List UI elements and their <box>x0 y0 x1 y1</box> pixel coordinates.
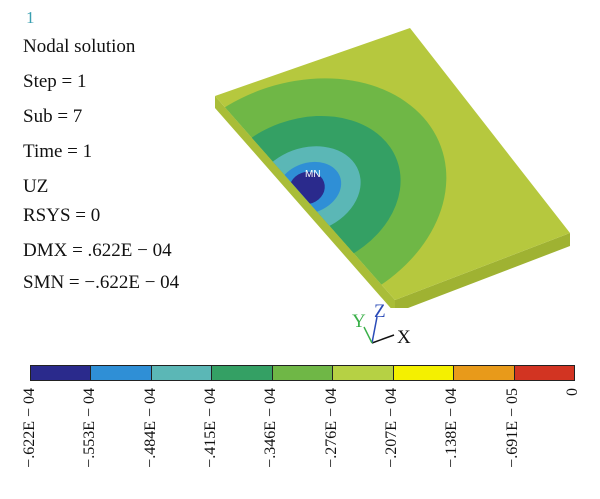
contour-legend-bar <box>30 365 575 381</box>
legend-swatch-7 <box>393 366 455 380</box>
legend-tick-label: −.553E − 04 <box>81 388 99 468</box>
legend-swatch-5 <box>272 366 334 380</box>
legend-swatch-3 <box>151 366 213 380</box>
result-title: Nodal solution <box>23 36 136 57</box>
coordinate-triad: Y Z X <box>350 301 420 350</box>
legend-swatch-8 <box>454 366 515 380</box>
legend-swatch-4 <box>212 366 273 380</box>
axis-z-label: Z <box>374 301 386 322</box>
legend-tick-label: −.207E − 04 <box>383 388 400 468</box>
legend-tick-label: −.691E − 05 <box>503 388 521 468</box>
legend-swatch-9 <box>514 366 574 380</box>
legend-tick-label: −.346E − 04 <box>262 388 280 468</box>
legend-tick-label: −.622E − 04 <box>21 388 38 468</box>
legend-swatch-1 <box>31 366 92 380</box>
dmx-label: DMX = .622E − 04 <box>23 240 172 261</box>
time-label: Time = 1 <box>23 141 93 162</box>
legend-tick-label: −.415E − 04 <box>202 388 219 468</box>
legend-tick-label: −.484E − 04 <box>141 388 159 468</box>
legend-tick-label: −.276E − 04 <box>322 388 340 468</box>
axis-x-label: X <box>397 327 411 348</box>
plate-front-face <box>395 233 570 308</box>
legend-tick-label: −.138E − 04 <box>443 388 461 468</box>
smn-label: SMN = −.622E − 04 <box>23 272 180 293</box>
axis-y-label: Y <box>352 311 366 332</box>
legend-tick-label: 0 <box>564 388 581 396</box>
legend-swatch-2 <box>91 366 152 380</box>
rsys-label: RSYS = 0 <box>23 205 101 226</box>
legend-swatch-6 <box>333 366 394 380</box>
min-marker: MN <box>305 169 321 180</box>
plot-number: 1 <box>26 8 35 27</box>
plate-contour-model: MN <box>215 28 570 308</box>
step-label: Step = 1 <box>23 71 87 92</box>
plate-left-face <box>215 96 395 308</box>
substep-label: Sub = 7 <box>23 106 83 127</box>
triad-lines <box>363 316 395 344</box>
component-label: UZ <box>23 176 49 197</box>
